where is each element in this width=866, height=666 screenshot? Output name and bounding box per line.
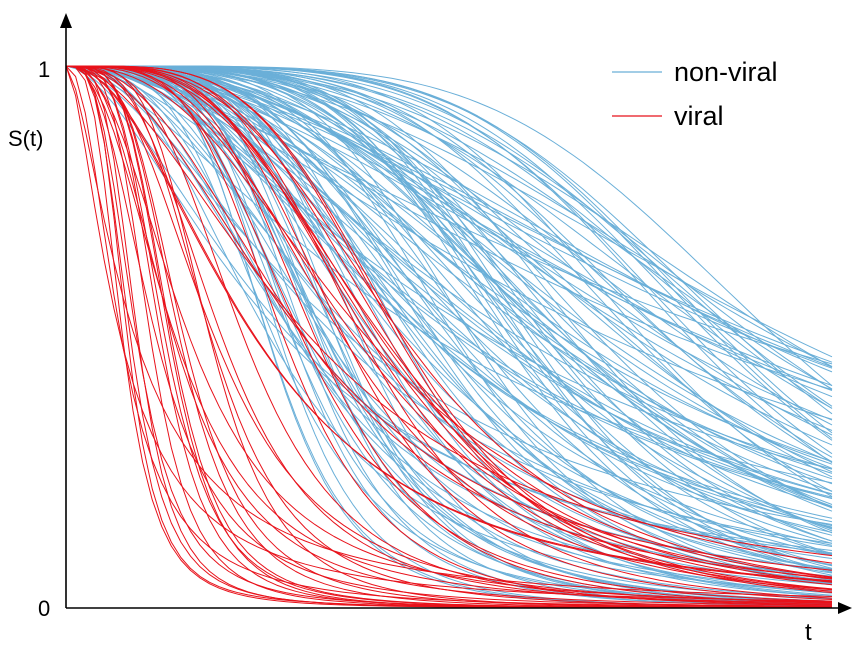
legend: non-viral viral [612, 57, 778, 131]
viral-curve [65, 65, 833, 564]
non-viral-curve [65, 65, 833, 527]
non-viral-curve [65, 65, 833, 525]
non-viral-curve [66, 65, 833, 528]
viral-curve [66, 65, 833, 602]
non-viral-curve [66, 65, 833, 573]
viral-curve [66, 65, 833, 591]
viral-curve [66, 65, 833, 599]
non-viral-curves [65, 65, 833, 608]
viral-curve [65, 65, 833, 603]
non-viral-curve [66, 65, 833, 473]
non-viral-curve [66, 65, 833, 599]
non-viral-curve [65, 65, 833, 551]
non-viral-curve [66, 65, 833, 556]
non-viral-curve [65, 65, 833, 470]
viral-curve [66, 65, 833, 604]
viral-curve [65, 65, 833, 603]
non-viral-curve [66, 65, 833, 446]
y-axis-label: S(t) [8, 126, 43, 151]
non-viral-curve [65, 65, 833, 547]
non-viral-curve [65, 65, 833, 363]
non-viral-curve [66, 65, 833, 603]
x-axis-label: t [805, 619, 812, 646]
non-viral-curve [65, 65, 833, 420]
non-viral-curve [65, 65, 833, 470]
x-axis-arrowhead [838, 602, 852, 614]
viral-curve [66, 65, 832, 608]
viral-curve [65, 65, 833, 571]
non-viral-curve [66, 65, 833, 602]
legend-label-viral: viral [674, 101, 724, 131]
viral-curve [65, 65, 833, 579]
y-axis-arrowhead [60, 13, 72, 28]
non-viral-curve [66, 65, 833, 492]
viral-curve [65, 65, 833, 582]
non-viral-curve [66, 65, 833, 505]
viral-curve [65, 65, 833, 557]
viral-curve [65, 65, 833, 602]
viral-curve [66, 65, 833, 586]
viral-curve [66, 65, 833, 606]
viral-curve [65, 65, 833, 608]
viral-curve [66, 65, 833, 600]
viral-curve [65, 65, 833, 604]
viral-curve [65, 65, 833, 597]
non-viral-curve [66, 65, 833, 566]
non-viral-curve [65, 65, 833, 554]
non-viral-curve [65, 65, 833, 484]
legend-label-non-viral: non-viral [674, 57, 778, 87]
non-viral-curve [66, 65, 833, 436]
viral-curve [66, 65, 833, 580]
non-viral-curve [66, 65, 833, 571]
viral-curve [65, 65, 833, 606]
viral-curve [65, 65, 833, 582]
non-viral-curve [65, 65, 833, 590]
viral-curve [66, 65, 833, 590]
non-viral-curve [66, 65, 833, 602]
non-viral-curve [65, 65, 833, 584]
y-tick-label-0: 0 [38, 596, 50, 621]
y-tick-label-1: 1 [38, 57, 50, 82]
non-viral-curve [66, 65, 833, 556]
